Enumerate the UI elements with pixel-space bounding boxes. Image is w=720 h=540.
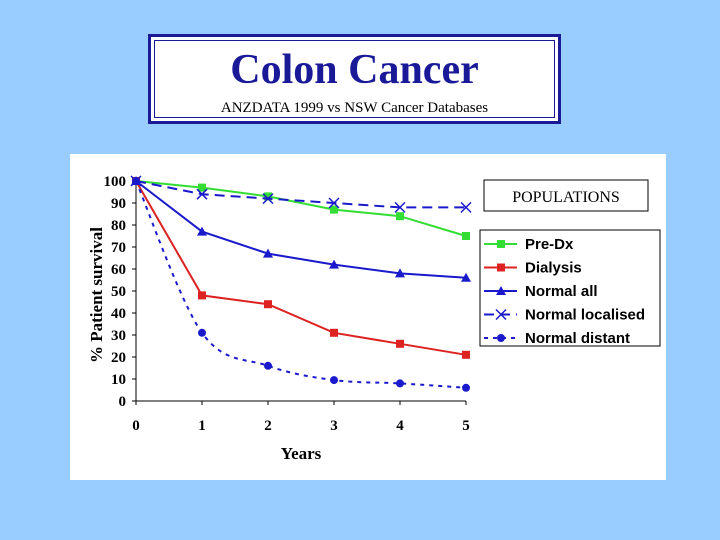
series-normal-localised [130, 175, 472, 213]
data-point [262, 193, 274, 205]
data-point [264, 300, 272, 309]
x-tick-label: 1 [198, 418, 206, 434]
data-point [394, 201, 406, 213]
legend-swatch-marker [497, 263, 505, 272]
x-tick-label: 2 [264, 418, 272, 434]
data-point [329, 259, 339, 269]
series-normal-all [131, 176, 471, 282]
data-point [264, 192, 272, 201]
legend-label: Pre-Dx [525, 236, 574, 253]
y-tick-label: 90 [111, 196, 126, 212]
legend-label: Normal localised [525, 307, 645, 324]
x-tick-label: 0 [132, 418, 140, 434]
series-line [135, 180, 467, 356]
data-point [197, 226, 207, 236]
data-point [198, 291, 206, 300]
legend-title-box [483, 179, 649, 212]
y-tick-label: 70 [111, 240, 126, 256]
y-tick-label: 20 [111, 350, 126, 366]
legend-entry: Normal distant [484, 330, 630, 347]
data-point [198, 328, 206, 337]
data-point [328, 197, 340, 209]
marker-stroke [262, 193, 274, 205]
x-tick-label: 3 [330, 418, 338, 434]
legend-entry: Dialysis [484, 260, 582, 277]
series-normal-distant [132, 177, 470, 392]
x-tick-label: 4 [396, 418, 404, 434]
data-point [396, 339, 404, 348]
data-point [461, 272, 471, 282]
legend-label: Normal distant [525, 330, 630, 347]
y-axis-title: % Patient survival [87, 227, 106, 363]
marker-stroke [328, 197, 340, 209]
title-box: Colon Cancer ANZDATA 1999 vs NSW Cancer … [148, 34, 561, 124]
slide-title: Colon Cancer [230, 47, 479, 93]
data-point [462, 350, 470, 359]
data-point [263, 248, 273, 258]
chart-axes: 0 10 20 30 40 50 60 70 80 90 100 0 1 2 3 4 5 [104, 174, 470, 434]
x-axis-title: Years [281, 444, 322, 463]
y-tick-label: 80 [111, 218, 126, 234]
data-point [395, 268, 405, 278]
legend-swatch-marker [497, 334, 505, 342]
slide-subtitle: ANZDATA 1999 vs NSW Cancer Databases [220, 100, 489, 116]
series-pre-dx [132, 177, 470, 240]
legend-swatch-marker [496, 286, 506, 295]
data-point [264, 361, 272, 370]
marker-stroke [495, 308, 507, 321]
data-point [460, 201, 472, 213]
y-tick-label: 40 [111, 306, 126, 322]
legend-label: Dialysis [525, 260, 582, 277]
legend-title: POPULATIONS [512, 189, 620, 206]
legend-label: Normal all [525, 283, 598, 300]
chart-panel: 0 10 20 30 40 50 60 70 80 90 100 0 1 2 3 4 5 POPULATIONS… [70, 154, 666, 480]
data-point [198, 183, 206, 192]
chart-series [130, 175, 472, 392]
marker-stroke [196, 188, 208, 200]
data-point [462, 383, 470, 392]
y-tick-label: 50 [111, 284, 126, 300]
legend-entry: Normal all [484, 283, 598, 300]
series-line [135, 180, 467, 389]
legend-box [479, 229, 661, 347]
y-tick-label: 0 [119, 394, 127, 410]
legend-swatch-marker [497, 240, 505, 248]
chart-legend: POPULATIONS Pre-Dx Dialysis Normal all Norma… [479, 179, 661, 347]
legend-swatch-marker [495, 308, 507, 321]
survival-chart: 0 10 20 30 40 50 60 70 80 90 100 0 1 2 3 4 5 POPULATIONS… [87, 174, 661, 463]
data-point [330, 376, 338, 385]
data-point [396, 212, 404, 221]
legend-entry: Pre-Dx [484, 236, 574, 253]
y-tick-label: 10 [111, 372, 126, 388]
series-line [135, 180, 467, 279]
x-tick-label: 5 [462, 418, 470, 434]
legend-entry: Normal localised [484, 307, 645, 324]
y-tick-label: 30 [111, 328, 126, 344]
series-line [135, 180, 467, 237]
marker-stroke [394, 201, 406, 213]
series-line [135, 180, 466, 209]
data-point [462, 232, 470, 240]
data-point [132, 177, 140, 185]
data-point [330, 205, 338, 214]
y-tick-label: 100 [104, 174, 127, 190]
data-point [196, 188, 208, 200]
series-dialysis [132, 177, 470, 359]
data-point [330, 328, 338, 337]
marker-stroke [460, 201, 472, 213]
data-point [396, 379, 404, 388]
y-tick-label: 60 [111, 262, 126, 278]
